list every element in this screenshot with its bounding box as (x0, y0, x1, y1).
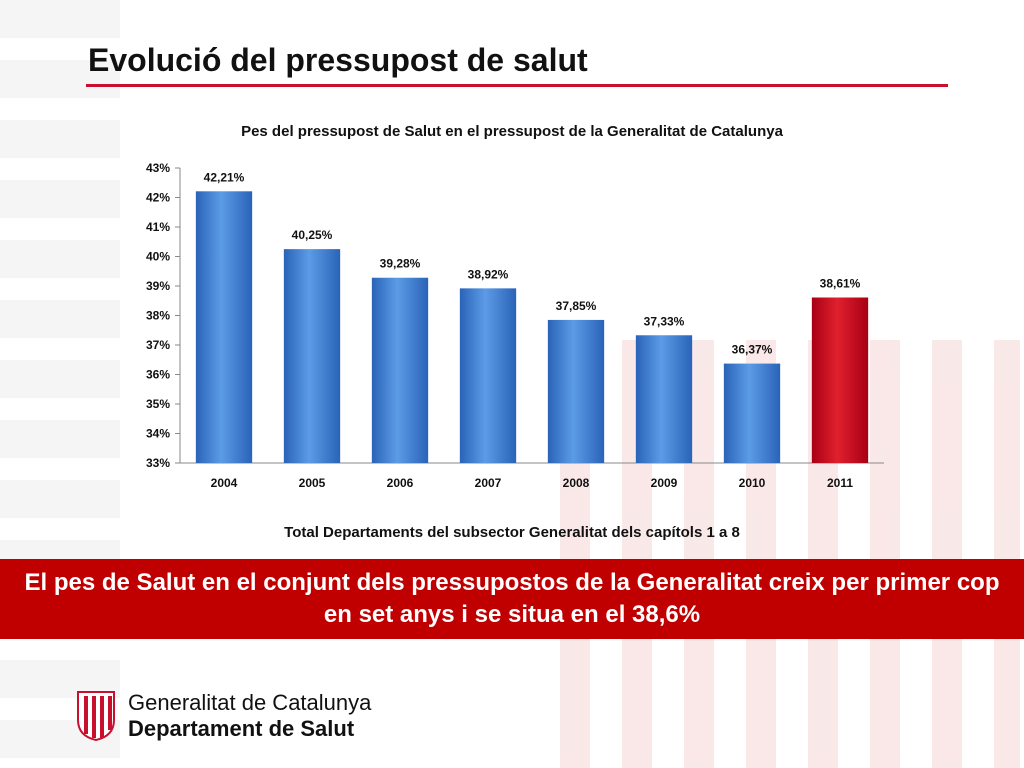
watermark-left (0, 0, 120, 768)
y-tick-label: 34% (146, 427, 170, 441)
bar-2008 (547, 319, 605, 463)
y-tick-label: 37% (146, 338, 170, 352)
x-tick-label: 2004 (211, 476, 238, 490)
y-tick-label: 43% (146, 161, 170, 175)
bar-2004 (195, 191, 253, 463)
x-tick-label: 2007 (475, 476, 502, 490)
org-line-1: Generalitat de Catalunya (128, 690, 372, 715)
title-underline (86, 84, 948, 87)
highlight-banner: El pes de Salut en el conjunt dels press… (0, 559, 1024, 639)
x-tick-label: 2006 (387, 476, 414, 490)
y-tick-label: 38% (146, 309, 170, 323)
x-tick-label: 2008 (563, 476, 590, 490)
y-tick-label: 40% (146, 250, 170, 264)
y-tick-label: 33% (146, 456, 170, 470)
slide-title: Evolució del pressupost de salut (88, 42, 588, 78)
data-label: 38,61% (820, 277, 861, 291)
y-tick-label: 41% (146, 220, 170, 234)
y-tick-label: 39% (146, 279, 170, 293)
bar-2006 (371, 277, 429, 463)
data-label: 38,92% (468, 267, 509, 281)
bar-chart: 33% 34% 35% 36% 37% 38% 39% 40% 41% 42% 43% 2004 42… (146, 161, 884, 490)
x-tick-label: 2005 (299, 476, 326, 490)
org-name: Generalitat de Catalunya Departament de … (128, 690, 371, 742)
data-label: 39,28% (380, 257, 421, 271)
data-label: 36,37% (732, 343, 773, 357)
chart-subtitle: Total Departaments del subsector General… (284, 524, 740, 541)
bar-2005 (283, 249, 341, 463)
bar-2007 (459, 288, 517, 463)
org-line-2: Departament de Salut (128, 716, 355, 741)
y-tick-label: 35% (146, 397, 170, 411)
generalitat-logo-icon (77, 691, 115, 742)
x-tick-label: 2009 (651, 476, 678, 490)
data-label: 37,33% (644, 314, 685, 328)
y-tick-label: 36% (146, 368, 170, 382)
bar-2010 (723, 363, 781, 463)
x-tick-label: 2010 (739, 476, 766, 490)
banner-text: El pes de Salut en el conjunt dels press… (24, 569, 1000, 628)
chart-title: Pes del pressupost de Salut en el pressu… (241, 123, 783, 140)
data-label: 37,85% (556, 299, 597, 313)
y-tick-label: 42% (146, 191, 170, 205)
data-label: 40,25% (292, 228, 333, 242)
bar-2011 (811, 297, 869, 463)
data-label: 42,21% (204, 170, 245, 184)
bar-2009 (635, 335, 693, 463)
x-tick-label: 2011 (827, 476, 853, 490)
